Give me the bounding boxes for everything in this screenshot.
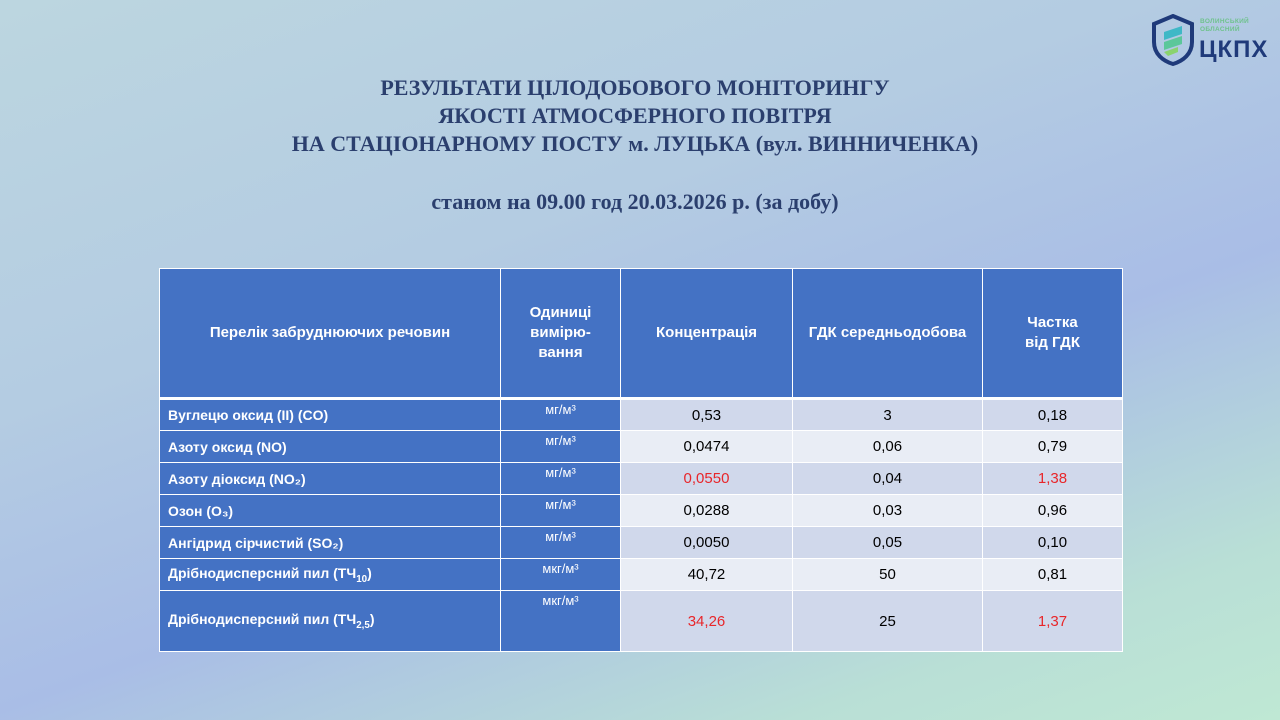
mac-cell: 0,06 [792,430,983,463]
title-line-1: РЕЗУЛЬТАТИ ЦІЛОДОБОВОГО МОНІТОРИНГУ [380,75,890,100]
concentration-cell: 40,72 [620,558,793,591]
concentration-cell-exceeded: 0,0550 [620,462,793,495]
share-cell: 0,81 [982,558,1123,591]
table-row: Дрібнодисперсний пил (ТЧ10) мкг/м³ 40,72… [159,558,1123,591]
pollutant-name: Дрібнодисперсний пил (ТЧ10) [159,558,501,591]
monitoring-table: Перелік забруднюючих речовин Одиниці вим… [159,268,1123,652]
pollutant-name-subscript: 10 [356,573,368,585]
table-row: Вуглецю оксид (II) (CO) мг/м³ 0,53 3 0,1… [159,398,1123,431]
pollutant-name: Ангідрид сірчистий (SO₂) [159,526,501,559]
mac-cell: 0,03 [792,494,983,527]
page-title: РЕЗУЛЬТАТИ ЦІЛОДОБОВОГО МОНІТОРИНГУ ЯКОС… [0,74,1270,158]
unit-cell: мг/м³ [500,398,621,431]
mac-cell: 3 [792,398,983,431]
header-share: Частка від ГДК [982,268,1123,399]
mac-cell: 50 [792,558,983,591]
share-cell-exceeded: 1,37 [982,590,1123,652]
pollutant-name: Вуглецю оксид (II) (CO) [159,398,501,431]
header-share-line2: від ГДК [1024,334,1081,351]
mac-cell: 25 [792,590,983,652]
header-mac: ГДК середньодобова [792,268,983,399]
unit-cell: мг/м³ [500,494,621,527]
unit-cell: мг/м³ [500,526,621,559]
unit-cell: мкг/м³ [500,590,621,652]
header-concentration: Концентрація [620,268,793,399]
organization-logo: Волинський обласний ЦКПХ [1150,14,1269,70]
unit-cell: мг/м³ [500,462,621,495]
table-row: Ангідрид сірчистий (SO₂) мг/м³ 0,0050 0,… [159,526,1123,559]
concentration-cell: 0,53 [620,398,793,431]
logo-subtitle: Волинський обласний [1200,18,1249,34]
shield-logo-icon [1152,14,1194,66]
pollutant-name-base: Дрібнодисперсний пил (ТЧ [168,564,357,581]
title-line-2: ЯКОСТІ АТМОСФЕРНОГО ПОВІТРЯ [438,103,832,128]
header-units-line2: вимірю- [530,324,591,341]
concentration-cell: 0,0050 [620,526,793,559]
concentration-cell: 0,0288 [620,494,793,527]
table-row: Дрібнодисперсний пил (ТЧ2,5) мкг/м³ 34,2… [159,590,1123,652]
concentration-cell-exceeded: 34,26 [620,590,793,652]
share-cell: 0,18 [982,398,1123,431]
header-units-line1: Одиниці [529,304,592,321]
logo-name: ЦКПХ [1199,36,1269,63]
unit-cell: мг/м³ [500,430,621,463]
share-cell: 0,79 [982,430,1123,463]
pollutant-name: Озон (O₃) [159,494,501,527]
table-row: Озон (O₃) мг/м³ 0,0288 0,03 0,96 [159,494,1123,527]
mac-cell: 0,04 [792,462,983,495]
logo-line1: Волинський [1200,18,1250,25]
table-row: Азоту діоксид (NO₂) мг/м³ 0,0550 0,04 1,… [159,462,1123,495]
pollutant-name-end: ) [367,564,372,581]
table-header-row: Перелік забруднюючих речовин Одиниці вим… [159,268,1123,399]
mac-cell: 0,05 [792,526,983,559]
concentration-cell: 0,0474 [620,430,793,463]
pollutant-name: Дрібнодисперсний пил (ТЧ2,5) [159,590,501,652]
table-row: Азоту оксид (NO) мг/м³ 0,0474 0,06 0,79 [159,430,1123,463]
report-date: станом на 09.00 год 20.03.2026 р. (за до… [431,189,839,214]
title-line-3: НА СТАЦІОНАРНОМУ ПОСТУ м. ЛУЦЬКА (вул. В… [291,131,979,156]
share-cell-exceeded: 1,38 [982,462,1123,495]
header-units: Одиниці вимірю- вання [500,268,621,399]
pollutant-name: Азоту діоксид (NO₂) [159,462,501,495]
header-share-line1: Частка [1027,314,1078,331]
share-cell: 0,96 [982,494,1123,527]
unit-cell: мкг/м³ [500,558,621,591]
pollutant-name-subscript: 2,5 [356,619,370,631]
pollutant-name-base: Дрібнодисперсний пил (ТЧ [168,611,357,628]
share-cell: 0,10 [982,526,1123,559]
pollutant-name: Азоту оксид (NO) [159,430,501,463]
header-pollutant: Перелік забруднюючих речовин [159,268,501,399]
header-units-line3: вання [538,344,583,361]
logo-line2: обласний [1200,26,1240,33]
pollutant-name-end: ) [369,611,375,628]
